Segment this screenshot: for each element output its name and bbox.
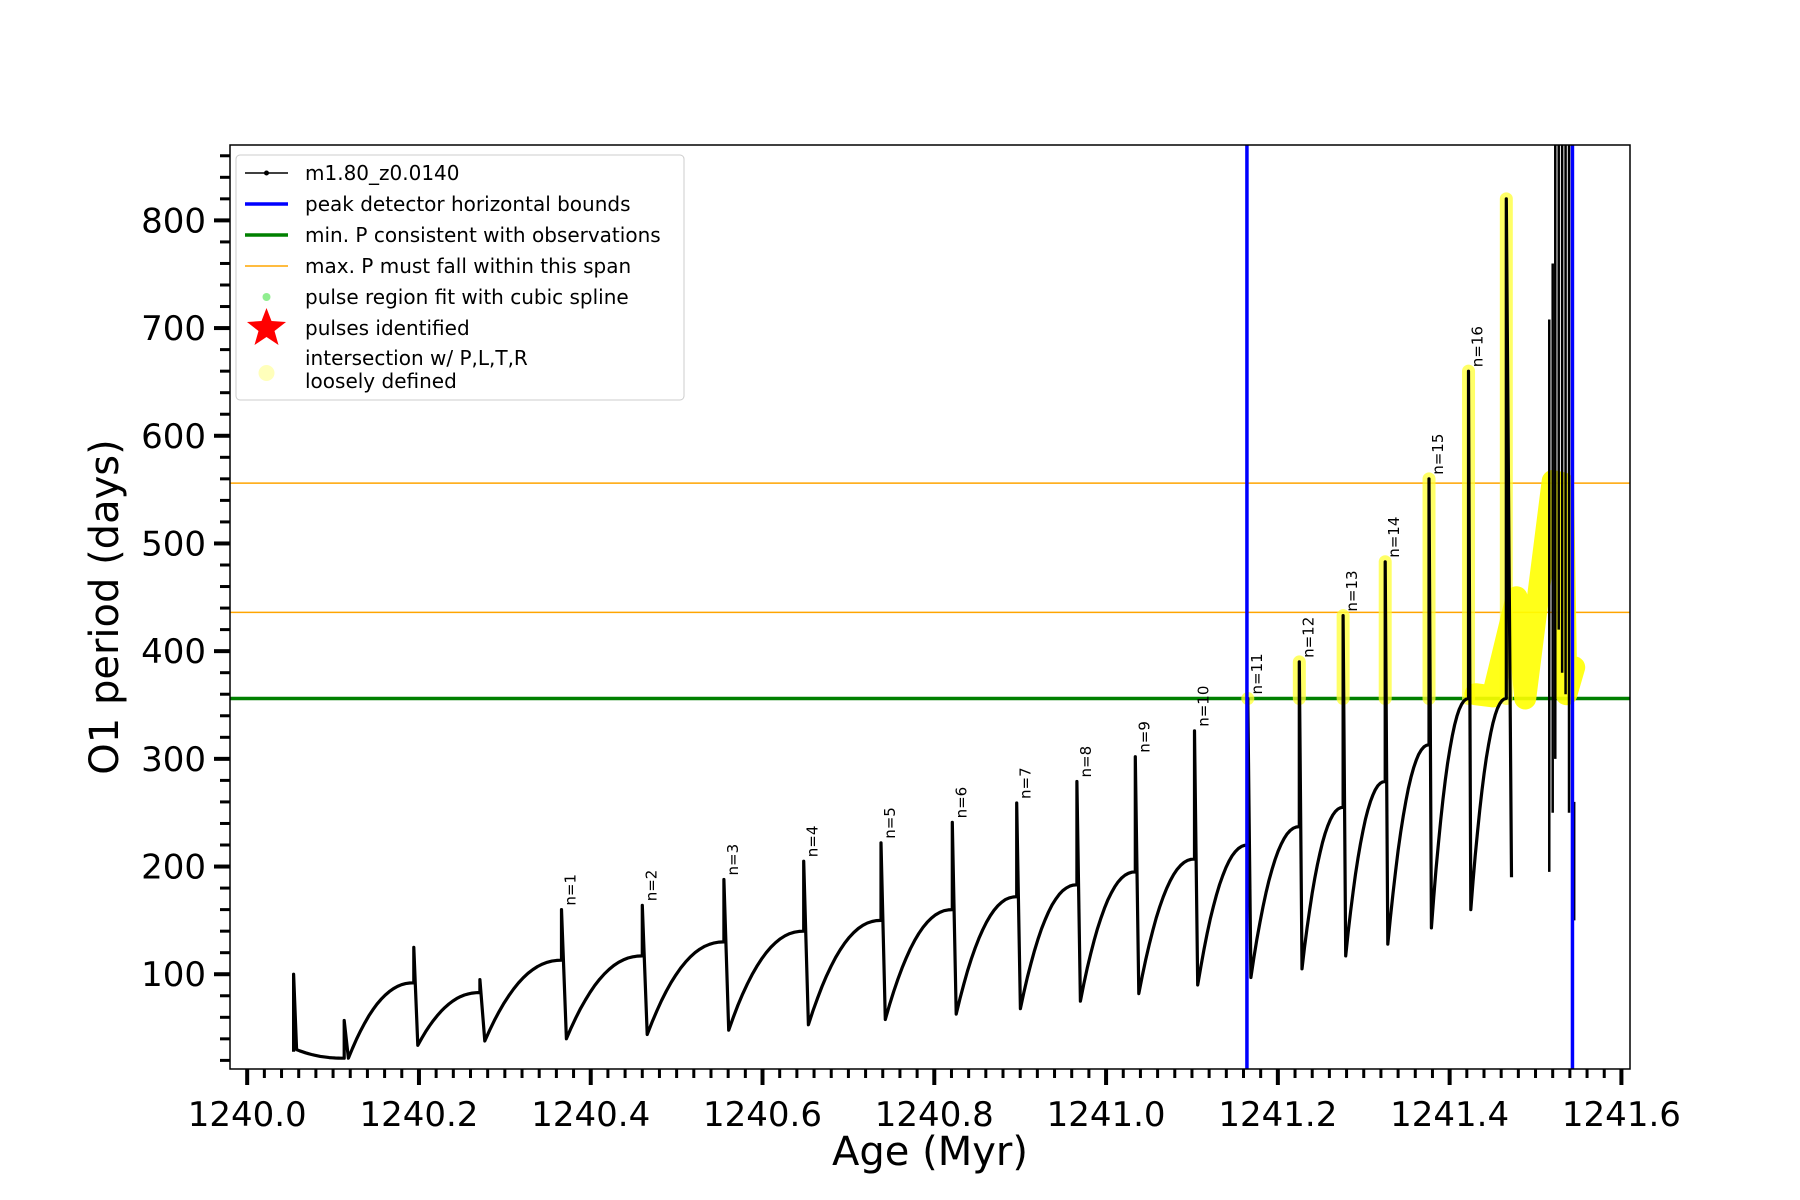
x-tick-label-3: 1240.6 [703,1095,822,1135]
pulse-label-15: n=12 [1299,617,1317,658]
y-tick-label-0: 100 [141,955,206,995]
legend-label-star: pulses identified [305,316,470,340]
y-axis-label: O1 period (days) [82,439,128,774]
y-tick-label-5: 600 [141,417,206,457]
x-tick-label-0: 1240.0 [188,1095,307,1135]
y-tick-label-4: 500 [141,524,206,564]
pulse-label-8: n=5 [881,807,899,839]
legend-label-green: min. P consistent with observations [305,223,661,247]
legend-label-blue: peak detector horizontal bounds [305,192,631,216]
legend: m1.80_z0.0140 peak detector horizontal b… [235,154,685,401]
x-tick-label-2: 1240.4 [531,1095,650,1135]
legend-label-intersection-line2: loosely defined [305,369,457,393]
pulse-labels: n=1 n=2 n=3 n=4 n=5 n=6 n=7 n=8 n=9 n=10 n=11 n=12 n… [562,326,1487,906]
y-axis-ticks: 100 200 300 400 500 600 700 800 [141,154,230,1062]
pulse-label-19: n=16 [1469,326,1487,367]
pulse-label-9: n=6 [952,787,970,819]
x-tick-label-5: 1241.0 [1047,1095,1166,1135]
pulse-label-6: n=3 [724,844,742,876]
pulse-label-18: n=15 [1429,434,1447,475]
legend-label-intersection: intersection w/ P,L,T,R [305,346,528,370]
horizontal-reference-lines [230,482,1630,701]
intersection-highlights [1241,192,1586,710]
legend-box [235,154,685,401]
pulse-label-4: n=1 [562,874,580,906]
y-tick-label-3: 400 [141,632,206,672]
pulse-label-5: n=2 [642,870,660,902]
legend-label-orange: max. P must fall within this span [305,254,631,278]
x-tick-label-6: 1241.2 [1218,1095,1337,1135]
x-tick-label-1: 1240.2 [359,1095,478,1135]
pulse-label-13: n=10 [1195,686,1213,727]
legend-label-spline: pulse region fit with cubic spline [305,285,629,309]
legend-marker-series-dot [264,170,269,176]
peak-detector-bounds [1245,145,1575,1069]
period-series [292,145,1576,1060]
x-axis-label: Age (Myr) [832,1129,1028,1175]
series-line [292,197,1514,1060]
y-tick-label-1: 200 [141,848,206,888]
pulse-label-10: n=7 [1017,767,1035,799]
legend-marker-star [247,308,286,345]
x-axis-ticks: 1240.0 1240.2 1240.4 1240.6 1240.8 1241.0 1241… [188,1069,1681,1135]
x-tick-label-8: 1241.6 [1562,1095,1681,1135]
x-tick-label-7: 1241.4 [1390,1095,1509,1135]
legend-marker-spline [262,293,271,301]
legend-label-series: m1.80_z0.0140 [305,161,460,185]
y-tick-label-2: 300 [141,740,206,780]
y-tick-label-7: 800 [141,201,206,241]
pulse-label-12: n=9 [1135,721,1153,753]
legend-marker-intersection [258,365,275,381]
y-tick-label-6: 700 [141,309,206,349]
pulse-label-16: n=13 [1343,570,1361,611]
pulse-label-17: n=14 [1385,517,1403,558]
pulse-label-11: n=8 [1077,746,1095,778]
pulse-label-7: n=4 [804,826,822,858]
pulse-label-14: n=11 [1248,653,1266,694]
x-tick-label-4: 1240.8 [875,1095,994,1135]
